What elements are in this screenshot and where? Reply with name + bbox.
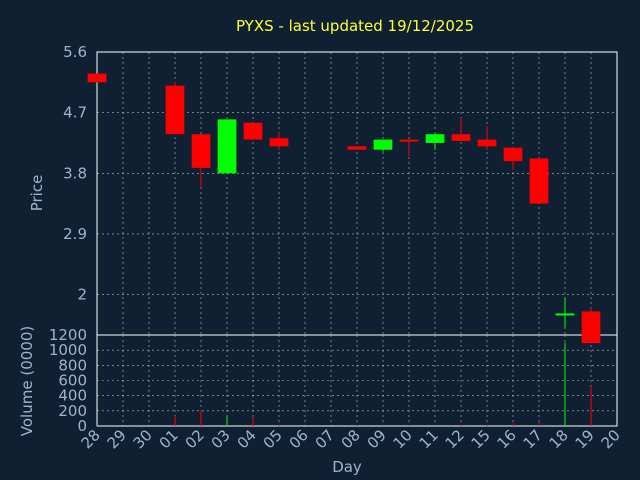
candle-body xyxy=(243,122,263,140)
price-tick-label: 2 xyxy=(77,286,87,304)
x-tick-label: 19 xyxy=(572,426,598,452)
x-tick-label: 10 xyxy=(390,426,416,452)
x-tick-label: 20 xyxy=(598,426,624,452)
x-tick-label: 30 xyxy=(130,426,156,452)
candle-body xyxy=(555,313,575,316)
volume-tick-label: 200 xyxy=(58,402,87,420)
price-axis-title: Price xyxy=(28,175,46,212)
x-tick-label: 06 xyxy=(286,426,312,452)
x-tick-label: 03 xyxy=(208,426,234,452)
x-tick-label: 04 xyxy=(234,426,260,452)
x-tick-label: 05 xyxy=(260,426,286,452)
volume-tick-label: 0 xyxy=(77,417,87,435)
x-tick-label: 15 xyxy=(468,426,494,452)
candle-body xyxy=(373,139,393,150)
x-tick-label: 12 xyxy=(442,426,468,452)
candle-body xyxy=(269,138,289,147)
candle-body xyxy=(451,134,471,141)
chart-title: PYXS - last updated 19/12/2025 xyxy=(236,17,474,35)
candle-body xyxy=(191,134,211,168)
price-tick-label: 2.9 xyxy=(63,225,87,243)
price-tick-label: 5.6 xyxy=(63,43,87,61)
x-tick-label: 07 xyxy=(312,426,338,452)
volume-axis-title: Volume (0000) xyxy=(18,326,36,436)
x-tick-label: 11 xyxy=(416,426,442,452)
volume-tick-label: 400 xyxy=(58,387,87,405)
volume-tick-label: 800 xyxy=(58,356,87,374)
x-tick-label: 02 xyxy=(182,426,208,452)
candle-body xyxy=(425,134,445,143)
candle-body xyxy=(477,139,497,147)
price-tick-label: 3.8 xyxy=(63,164,87,182)
candle-body xyxy=(87,73,107,83)
volume-tick-label: 1000 xyxy=(49,341,87,359)
candle-body xyxy=(165,85,185,135)
x-tick-label: 09 xyxy=(364,426,390,452)
volume-tick-label: 1200 xyxy=(49,326,87,344)
x-tick-label: 16 xyxy=(494,426,520,452)
candle-body xyxy=(399,139,419,142)
volume-tick-label: 600 xyxy=(58,372,87,390)
price-tick-label: 4.7 xyxy=(63,104,87,122)
candle-body xyxy=(529,158,549,204)
x-tick-label: 01 xyxy=(156,426,182,452)
x-tick-label: 18 xyxy=(546,426,572,452)
x-tick-label: 29 xyxy=(104,426,130,452)
x-tick-label: 17 xyxy=(520,426,546,452)
x-tick-label: 08 xyxy=(338,426,364,452)
candle-body xyxy=(581,311,601,344)
x-axis-title: Day xyxy=(332,458,362,476)
candle-body xyxy=(217,119,237,174)
candle-body xyxy=(503,147,523,162)
candle-body xyxy=(347,146,367,150)
